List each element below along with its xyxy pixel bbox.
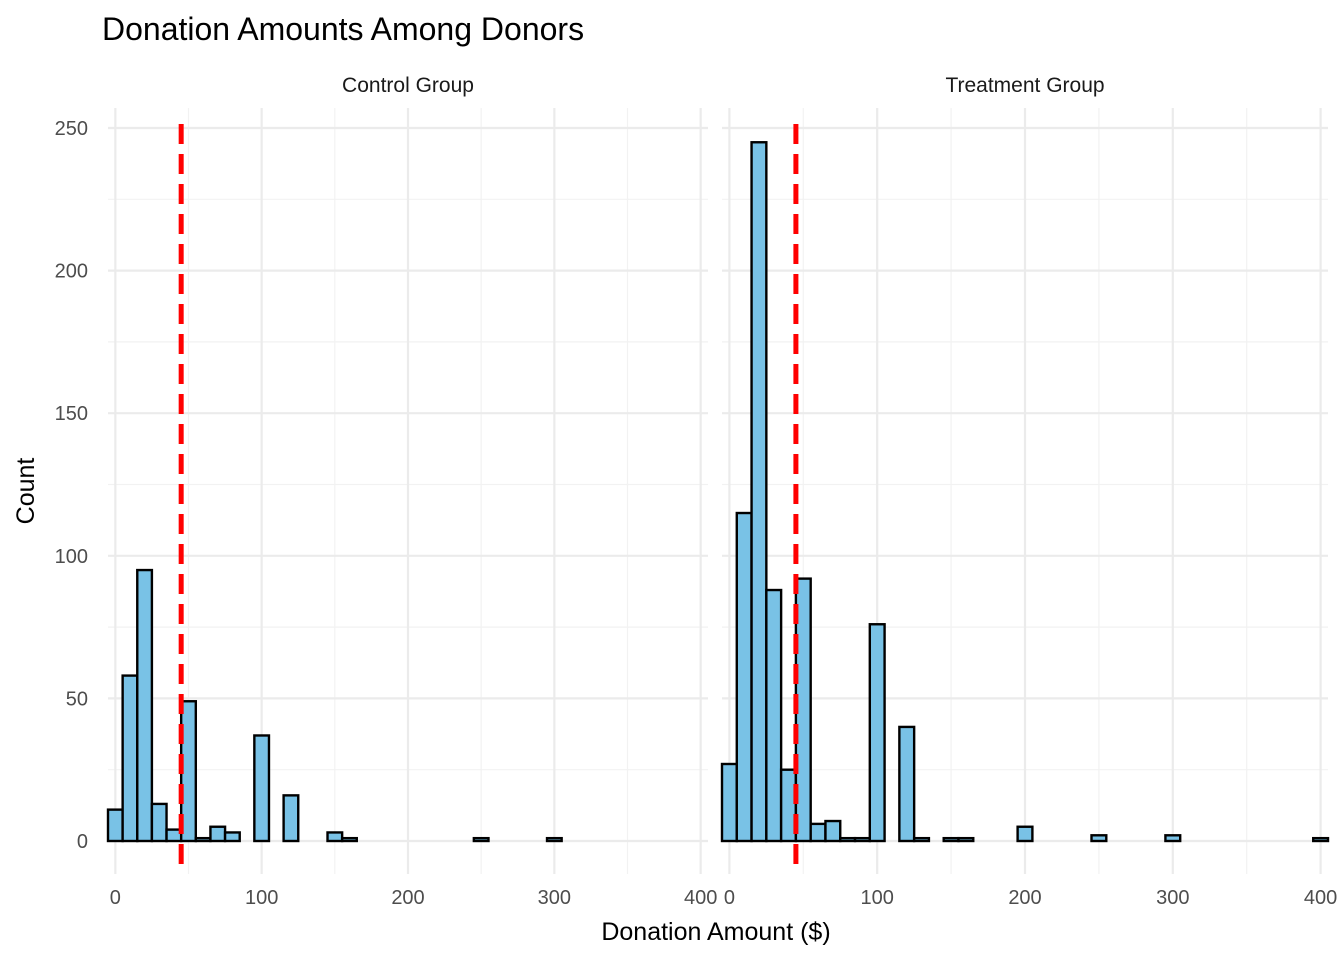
- x-axis-title: Donation Amount ($): [601, 918, 830, 946]
- histogram-bar: [957, 836, 975, 843]
- histogram-bar: [1164, 834, 1182, 843]
- histogram-bar: [765, 588, 783, 843]
- histogram-bar: [720, 762, 738, 843]
- histogram-bar: [942, 836, 960, 843]
- y-tick-label: 150: [55, 403, 88, 425]
- y-tick-label: 200: [55, 261, 88, 283]
- histogram-bar: [545, 836, 563, 843]
- y-tick-label: 50: [66, 688, 88, 710]
- facet-label: Control Group: [342, 74, 474, 97]
- histogram-bar: [898, 725, 916, 843]
- histogram-bar: [121, 674, 139, 843]
- facet-panel-1: Control Group: [106, 74, 708, 874]
- histogram-bar: [150, 802, 168, 843]
- histogram-bar: [1090, 834, 1108, 843]
- histogram-bar: [253, 734, 271, 843]
- histogram-bar: [809, 822, 827, 843]
- y-axis: 0 50 100 150 200 250: [55, 118, 88, 853]
- histogram-bar: [282, 794, 300, 843]
- histogram-bar: [209, 825, 227, 843]
- facet-label: Treatment Group: [945, 74, 1104, 97]
- x-tick-label: 200: [391, 887, 424, 909]
- x-tick-label: 300: [1156, 887, 1189, 909]
- histogram-bar: [136, 568, 154, 843]
- y-tick-label: 250: [55, 118, 88, 140]
- histogram-bar: [750, 141, 768, 843]
- y-tick-label: 100: [55, 546, 88, 568]
- histogram-bar: [824, 819, 842, 843]
- histogram-bar: [106, 808, 124, 843]
- x-tick-label: 400: [684, 887, 717, 909]
- histogram-bar: [340, 836, 358, 843]
- histogram-bar: [1016, 825, 1034, 843]
- y-axis-title: Count: [12, 458, 40, 525]
- histogram-bar: [326, 831, 344, 843]
- x-tick-label: 0: [110, 887, 121, 909]
- histogram-bar: [1312, 836, 1330, 843]
- histogram-bar: [472, 836, 490, 843]
- facet-panel-2: Treatment Group: [720, 74, 1330, 874]
- histogram-bar: [839, 836, 857, 843]
- histogram-bar: [853, 836, 872, 843]
- x-tick-label: 400: [1304, 887, 1337, 909]
- x-tick-label: 100: [245, 887, 278, 909]
- x-axis: 0 100 200 300 400 0 100 200 300 400: [110, 887, 1338, 909]
- chart-title: Donation Amounts Among Donors: [102, 11, 584, 47]
- y-tick-label: 0: [77, 831, 88, 853]
- histogram-bar: [194, 836, 212, 843]
- histogram-bar: [868, 623, 886, 843]
- x-tick-label: 0: [724, 887, 735, 909]
- x-tick-label: 100: [861, 887, 894, 909]
- histogram-bar: [912, 836, 931, 843]
- x-tick-label: 200: [1008, 887, 1041, 909]
- histogram-bar: [735, 511, 753, 843]
- x-tick-label: 300: [538, 887, 571, 909]
- facet-panels: Control Group Treatment Group: [106, 74, 1330, 874]
- histogram-bar: [223, 831, 241, 843]
